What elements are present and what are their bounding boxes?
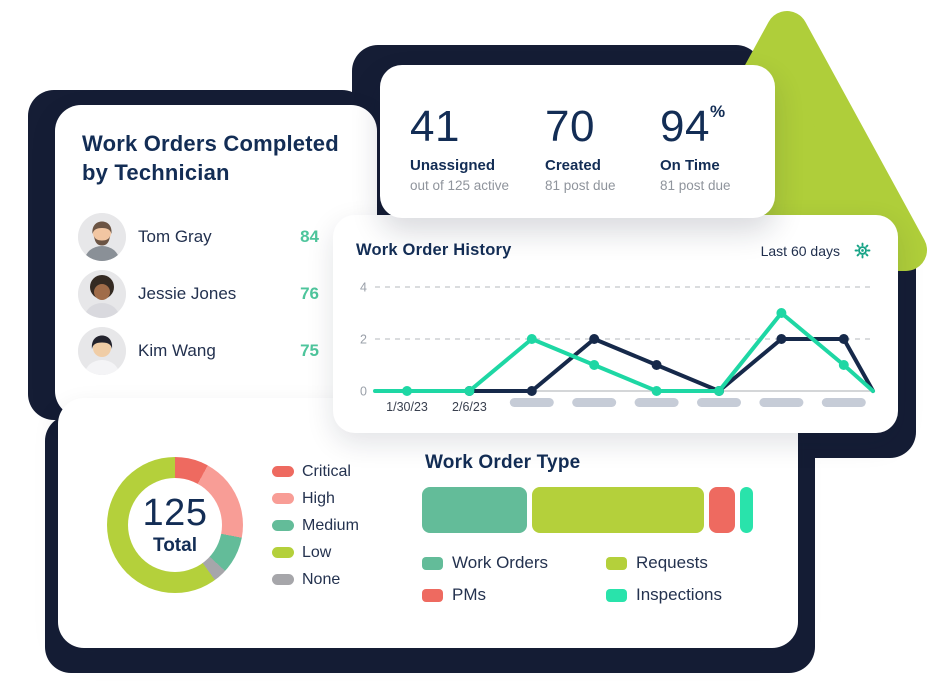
work-order-type-legend: Work Orders Requests PMs Inspections xyxy=(422,547,722,611)
bar-segment-work-orders xyxy=(422,487,528,533)
gear-icon[interactable] xyxy=(853,241,872,260)
legend-label: None xyxy=(302,570,341,588)
legend-label: Requests xyxy=(636,553,708,572)
technician-row: Tom Gray 84 xyxy=(78,213,319,262)
kpi-value: 94% xyxy=(660,102,726,151)
priority-legend: Critical High Medium Low None xyxy=(272,458,359,593)
legend-swatch xyxy=(606,588,627,602)
work-order-history-card: Work Order History Last 60 days xyxy=(333,215,898,433)
kpi-sublabel: 81 post due xyxy=(660,178,731,193)
legend-swatch xyxy=(422,588,443,602)
type-legend-item: Work Orders xyxy=(422,547,606,579)
priority-legend-item: Medium xyxy=(272,512,359,539)
technician-value: 75 xyxy=(300,341,319,361)
priority-donut-chart: 125 Total xyxy=(107,457,243,593)
technician-value: 76 xyxy=(300,284,319,304)
svg-text:0: 0 xyxy=(360,385,367,399)
legend-label: Inspections xyxy=(636,585,722,604)
work-order-type-bar xyxy=(422,487,753,533)
svg-text:1/30/23: 1/30/23 xyxy=(386,400,428,414)
bar-segment-inspections xyxy=(739,487,753,533)
date-range-label: Last 60 days xyxy=(760,242,840,259)
technician-card: Work Orders Completed by Technician Tom … xyxy=(55,105,377,417)
technician-value: 84 xyxy=(300,227,319,247)
donut-total-value: 125 xyxy=(142,491,208,534)
avatar-kim-wang xyxy=(78,327,126,376)
priority-legend-item: High xyxy=(272,485,359,512)
technician-row: Jessie Jones 76 xyxy=(78,270,319,319)
kpi-label: Unassigned xyxy=(410,157,496,174)
kpi-label: On Time xyxy=(660,157,720,174)
avatar-tom-gray xyxy=(78,213,126,262)
technician-row: Kim Wang 75 xyxy=(78,327,319,376)
kpi-stats-card: 41 Unassigned out of 125 active 70 Creat… xyxy=(380,65,775,218)
kpi-created: 70 Created 81 post due xyxy=(545,102,660,194)
priority-legend-item: None xyxy=(272,566,359,593)
legend-label: High xyxy=(302,489,335,507)
legend-label: Low xyxy=(302,543,332,561)
technician-name: Jessie Jones xyxy=(138,284,237,304)
kpi-label: Created xyxy=(545,157,601,174)
legend-swatch xyxy=(272,547,294,558)
kpi-sublabel: 81 post due xyxy=(545,178,616,193)
kpi-stats-row: 41 Unassigned out of 125 active 70 Creat… xyxy=(380,65,775,193)
technician-card-title: Work Orders Completed by Technician xyxy=(82,131,339,186)
kpi-unassigned: 41 Unassigned out of 125 active xyxy=(410,102,545,194)
type-legend-item: Requests xyxy=(606,547,722,579)
svg-text:2/6/23: 2/6/23 xyxy=(452,400,487,414)
bar-segment-requests xyxy=(532,487,704,533)
svg-text:2: 2 xyxy=(360,333,367,347)
legend-swatch xyxy=(272,520,294,531)
kpi-on-time: 94% On Time 81 post due xyxy=(660,103,775,193)
legend-swatch xyxy=(272,466,294,477)
donut-center: 125 Total xyxy=(128,478,222,572)
history-title: Work Order History xyxy=(356,241,512,259)
avatar-jessie-jones xyxy=(78,270,126,319)
legend-label: PMs xyxy=(452,585,486,604)
technician-list: Tom Gray 84 Jessie Jones 76 xyxy=(55,213,377,376)
bar-segment-pms xyxy=(708,487,735,533)
priority-and-type-card: 125 Total Critical High Medium Low None Work… xyxy=(58,398,798,648)
technician-name: Tom Gray xyxy=(138,227,212,247)
priority-legend-item: Critical xyxy=(272,458,359,485)
legend-label: Critical xyxy=(302,462,351,480)
technician-name: Kim Wang xyxy=(138,341,216,361)
legend-swatch xyxy=(272,574,294,585)
legend-label: Medium xyxy=(302,516,359,534)
legend-swatch xyxy=(422,556,443,570)
legend-swatch xyxy=(606,556,627,570)
type-legend-item: PMs xyxy=(422,579,606,611)
kpi-value: 41 xyxy=(410,102,460,151)
date-range-control[interactable]: Last 60 days xyxy=(761,241,872,260)
donut-total-label: Total xyxy=(153,534,197,556)
legend-label: Work Orders xyxy=(452,553,549,572)
type-legend-item: Inspections xyxy=(606,579,722,611)
kpi-sublabel: out of 125 active xyxy=(410,178,510,193)
work-order-type-title: Work Order Type xyxy=(425,452,581,473)
legend-swatch xyxy=(272,493,294,504)
history-header: Work Order History Last 60 days xyxy=(333,215,898,260)
priority-legend-item: Low xyxy=(272,539,359,566)
kpi-value: 70 xyxy=(545,102,595,151)
svg-text:4: 4 xyxy=(360,281,367,295)
